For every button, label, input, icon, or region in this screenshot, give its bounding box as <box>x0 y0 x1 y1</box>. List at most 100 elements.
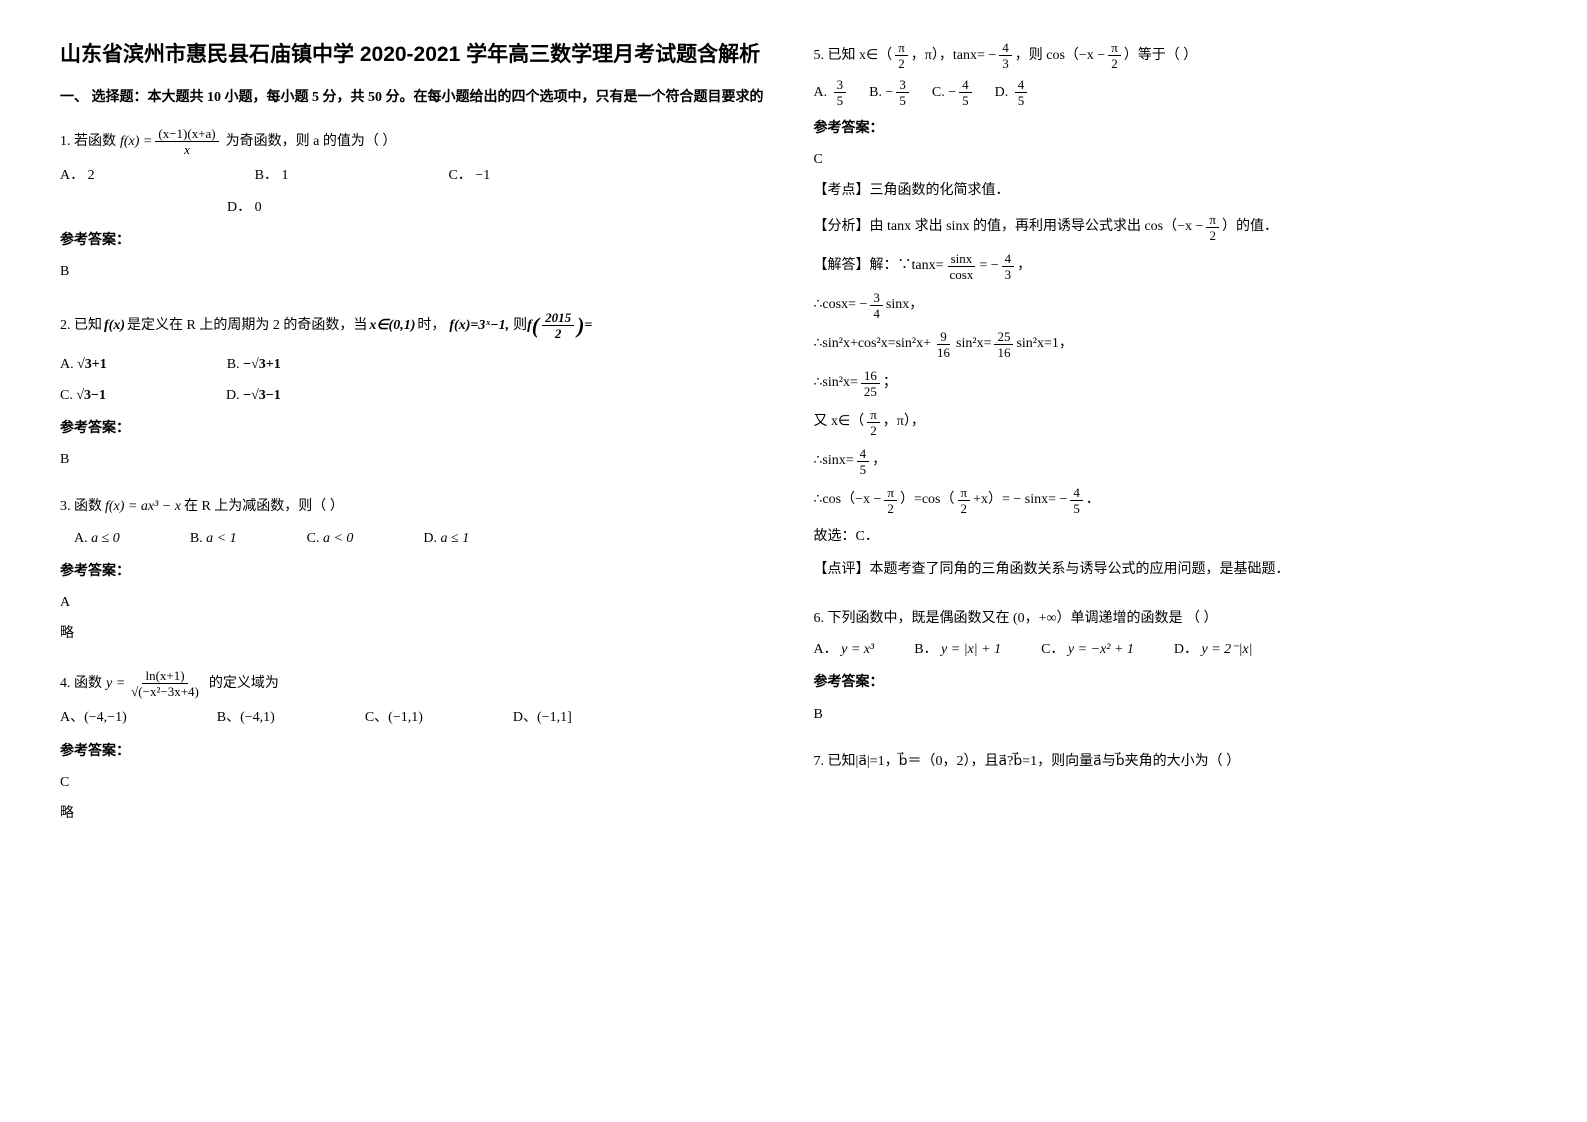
q5-s4b: ； <box>883 370 897 395</box>
q6-oa-l: A． <box>814 637 838 662</box>
q5-s1n: sinx <box>948 251 976 267</box>
q5-t1: 5. 已知 x∈（ <box>814 43 893 68</box>
q5-s6n: 4 <box>857 446 870 462</box>
q5-ans: C <box>814 147 1528 172</box>
q5-s8: 故选：C． <box>814 524 1528 549</box>
q5-s6b: ， <box>872 448 886 473</box>
q7-t1: 7. 已知| <box>814 749 859 774</box>
q2-fx: f(x) <box>104 313 125 338</box>
q5-s1a: 解：∵tanx= <box>870 253 944 278</box>
q5-s2b: sinx， <box>886 292 923 317</box>
q5-oc-n: 4 <box>959 77 972 93</box>
q5-s4a: ∴sin²x= <box>814 370 858 395</box>
question-1: 1. 若函数 f(x) = (x−1)(x+a) x 为奇函数，则 a 的值为（… <box>60 126 774 290</box>
q2-t3: 时， <box>417 313 445 338</box>
q5-s7en: 4 <box>1070 485 1083 501</box>
q5-s5n: π <box>867 407 880 423</box>
q5-ob-neg: − <box>885 80 893 105</box>
q5-s3a: ∴sin²x+cos²x=sin²x+ <box>814 331 932 356</box>
q4-oc: (−1,1) <box>388 705 423 730</box>
q5-s4n: 16 <box>861 368 880 384</box>
q5-fx-t1: 由 tanx 求出 sinx 的值，再利用诱导公式求出 cos（−x − <box>870 214 1204 239</box>
q1-prefix: 1. 若函数 <box>60 129 116 154</box>
q7-b3: b⃗ <box>1116 749 1125 774</box>
page-title: 山东省滨州市惠民县石庙镇中学 2020-2021 学年高三数学理月考试题含解析 <box>60 40 774 69</box>
q2-oa: √3+1 <box>77 352 107 377</box>
q5-od-n: 4 <box>1015 77 1028 93</box>
q5-t4: ）等于（ ） <box>1124 43 1198 68</box>
q5-t2: ，π），tanx= − <box>911 43 996 68</box>
q4-den: √(−x²−3x+4) <box>128 684 202 699</box>
q7-t4: =1，则向量 <box>1022 749 1093 774</box>
q5-fx-t2: ）的值． <box>1222 214 1278 239</box>
q2-fxeq: f(x)=3ˣ−1, <box>449 313 509 338</box>
q4-oa: (−4,−1) <box>84 705 127 730</box>
q4-ob: (−4,1) <box>240 705 275 730</box>
q2-od: −√3−1 <box>243 383 281 408</box>
q5-s6d: 5 <box>857 462 870 477</box>
q5-t3: ，则 cos（−x − <box>1015 43 1105 68</box>
q4-suffix: 的定义域为 <box>209 671 279 696</box>
q5-s1b: = − <box>979 253 998 278</box>
q4-t: 4. 函数 <box>60 671 102 696</box>
q5-s3cd: 16 <box>994 345 1013 360</box>
q5-s7d: 2 <box>884 501 897 516</box>
q5-s2n: 3 <box>870 290 883 306</box>
q5-s7n: π <box>884 485 897 501</box>
question-5: 5. 已知 x∈（ π2 ，π），tanx= − 43 ，则 cos（−x − … <box>814 40 1528 590</box>
q5-s7f: ． <box>1086 487 1100 512</box>
q2-ans: B <box>60 447 774 472</box>
q2-t2: 是定义在 R 上的周期为 2 的奇函数，当 <box>127 313 367 338</box>
q5-kd-l: 【考点】 <box>814 178 870 203</box>
q5-f3n: π <box>1108 40 1121 56</box>
q3-t: 3. 函数 <box>60 494 102 519</box>
q4-od-l: D、 <box>513 705 537 730</box>
q5-od-l: D. <box>995 80 1009 105</box>
q4-oa-l: A、 <box>60 705 84 730</box>
q3-ans: A <box>60 590 774 615</box>
question-6: 6. 下列函数中，既是偶函数又在 (0，+∞）单调递增的函数是 （ ） A． y… <box>814 606 1528 733</box>
q2-ob: −√3+1 <box>243 352 281 377</box>
q5-s5b: ，π）， <box>883 409 925 434</box>
q6-ans-label: 参考答案： <box>814 670 1528 695</box>
q5-s3e: sin²x=1， <box>1016 331 1072 356</box>
question-2: 2. 已知 f(x) 是定义在 R 上的周期为 2 的奇函数，当 x∈(0,1)… <box>60 306 774 478</box>
q5-s5d: 2 <box>867 423 880 438</box>
q2-od-l: D. <box>226 383 240 408</box>
q5-dp: 本题考查了同角的三角函数关系与诱导公式的应用问题，是基础题． <box>870 557 1290 582</box>
q6-oc: y = −x² + 1 <box>1068 637 1134 662</box>
q1-suffix: 为奇函数，则 a 的值为（ ） <box>226 129 397 154</box>
q2-t4: 则 <box>513 313 527 338</box>
q5-fx-pd: 2 <box>1206 228 1219 243</box>
q6-od: y = 2⁻|x| <box>1202 637 1253 662</box>
q1-opt-d: D． 0 <box>227 195 262 220</box>
q5-s7a: ∴cos（−x − <box>814 487 882 512</box>
q5-od-d: 5 <box>1015 93 1028 108</box>
q4-od: (−1,1] <box>537 705 572 730</box>
q7-a1: a⃗ <box>858 749 867 774</box>
q7-t5: 与 <box>1102 749 1116 774</box>
q5-s1cn: 4 <box>1002 251 1015 267</box>
q7-t3: ＝（0，2），且 <box>908 749 999 774</box>
q1-opt-a: A． 2 <box>60 163 95 188</box>
q5-s3b: sin²x= <box>956 331 991 356</box>
q6-ob: y = |x| + 1 <box>941 637 1001 662</box>
q3-ob-l: B. <box>190 526 203 551</box>
q4-ob-l: B、 <box>217 705 240 730</box>
q5-oa-n: 3 <box>834 77 847 93</box>
q5-oc-neg: − <box>948 80 956 105</box>
q5-s3n: 9 <box>937 329 950 345</box>
q4-ans: C <box>60 770 774 795</box>
q5-s1d: cosx <box>947 267 977 282</box>
q7-t2: |=1， <box>867 749 899 774</box>
q3-ob: a < 1 <box>206 526 236 551</box>
q5-s7cd: 2 <box>958 501 971 516</box>
q5-f1n: π <box>895 40 908 56</box>
q5-s3cn: 25 <box>994 329 1013 345</box>
q6-od-l: D． <box>1174 637 1198 662</box>
q5-ob-l: B. <box>869 80 882 105</box>
q4-note: 略 <box>60 801 774 826</box>
q5-fx-pn: π <box>1206 212 1219 228</box>
q5-s3d: 16 <box>934 345 953 360</box>
q4-ans-label: 参考答案： <box>60 739 774 764</box>
